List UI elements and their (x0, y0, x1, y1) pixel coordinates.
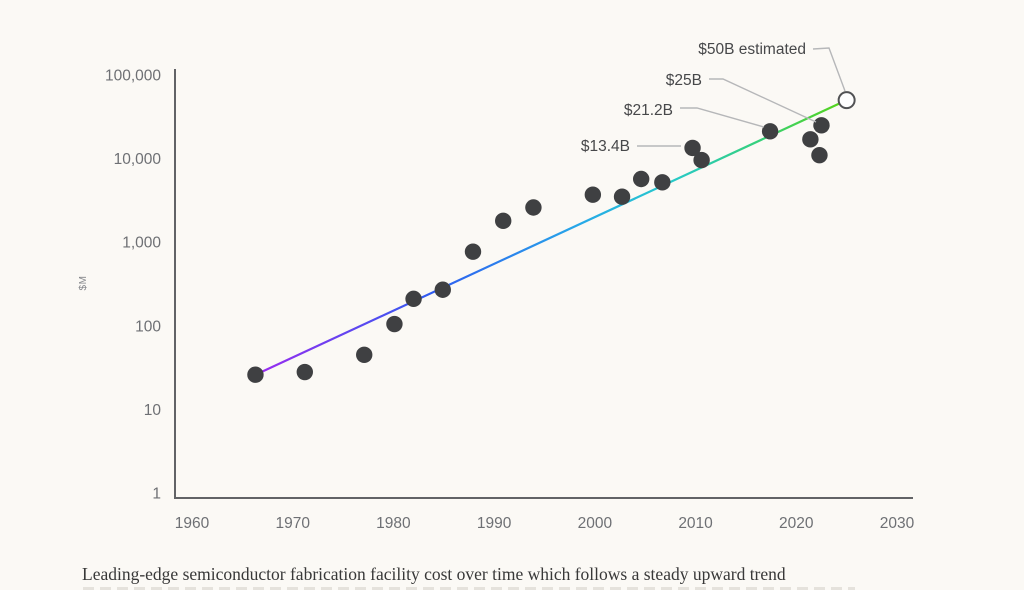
x-tick-label: 2000 (578, 515, 613, 532)
annotation-leader-line (812, 47, 846, 92)
annotation-label: $13.4B (581, 138, 630, 155)
x-tick-label: 1990 (477, 515, 512, 532)
x-tick-label: 1970 (275, 515, 310, 532)
data-point (296, 363, 313, 381)
y-tick-label: 100 (135, 318, 161, 335)
data-point (684, 139, 701, 157)
x-tick-label: 1980 (376, 515, 411, 532)
data-point (693, 151, 710, 169)
data-point (613, 188, 631, 205)
y-tick-label: 1,000 (122, 235, 161, 252)
x-tick-label: 2010 (678, 515, 713, 532)
data-point (632, 170, 650, 188)
data-point (434, 281, 451, 298)
scatter-chart-svg: 1 10 100 1,000 10,000 100,000 1960 1970 1980 1990… (78, 41, 915, 532)
data-point (386, 315, 403, 333)
x-tick-label: 2020 (779, 515, 814, 532)
data-point (584, 186, 602, 203)
data-point (405, 290, 422, 308)
x-tick-label: 1960 (175, 515, 210, 532)
data-point (654, 174, 671, 191)
chart-caption: Leading-edge semiconductor fabrication f… (82, 563, 786, 584)
data-point (802, 131, 819, 148)
x-tick-label: 2030 (880, 515, 915, 532)
y-tick-label: 100,000 (105, 68, 161, 85)
data-point (247, 366, 264, 383)
chart-container: 1 10 100 1,000 10,000 100,000 1960 1970 1980 1990… (78, 41, 915, 532)
annotation-leader-line (709, 78, 817, 123)
data-point (811, 146, 828, 164)
y-tick-label: 10,000 (114, 151, 162, 168)
data-point (495, 212, 512, 230)
annotation-label: $21.2B (624, 102, 673, 119)
data-point (464, 243, 482, 260)
data-point (356, 346, 373, 363)
data-point (761, 123, 779, 140)
y-axis-title: $M (78, 276, 89, 291)
cutoff-second-caption-line (83, 587, 855, 590)
annotation-leader-line (680, 107, 765, 128)
y-tick-label: 1 (152, 486, 161, 503)
estimated-data-point (837, 91, 856, 110)
trend-line (254, 99, 848, 376)
annotation-label: $50B estimated (698, 41, 806, 58)
data-point (813, 117, 830, 134)
annotation-label: $25B (666, 72, 702, 89)
data-point (525, 199, 542, 216)
y-tick-label: 10 (144, 402, 162, 419)
